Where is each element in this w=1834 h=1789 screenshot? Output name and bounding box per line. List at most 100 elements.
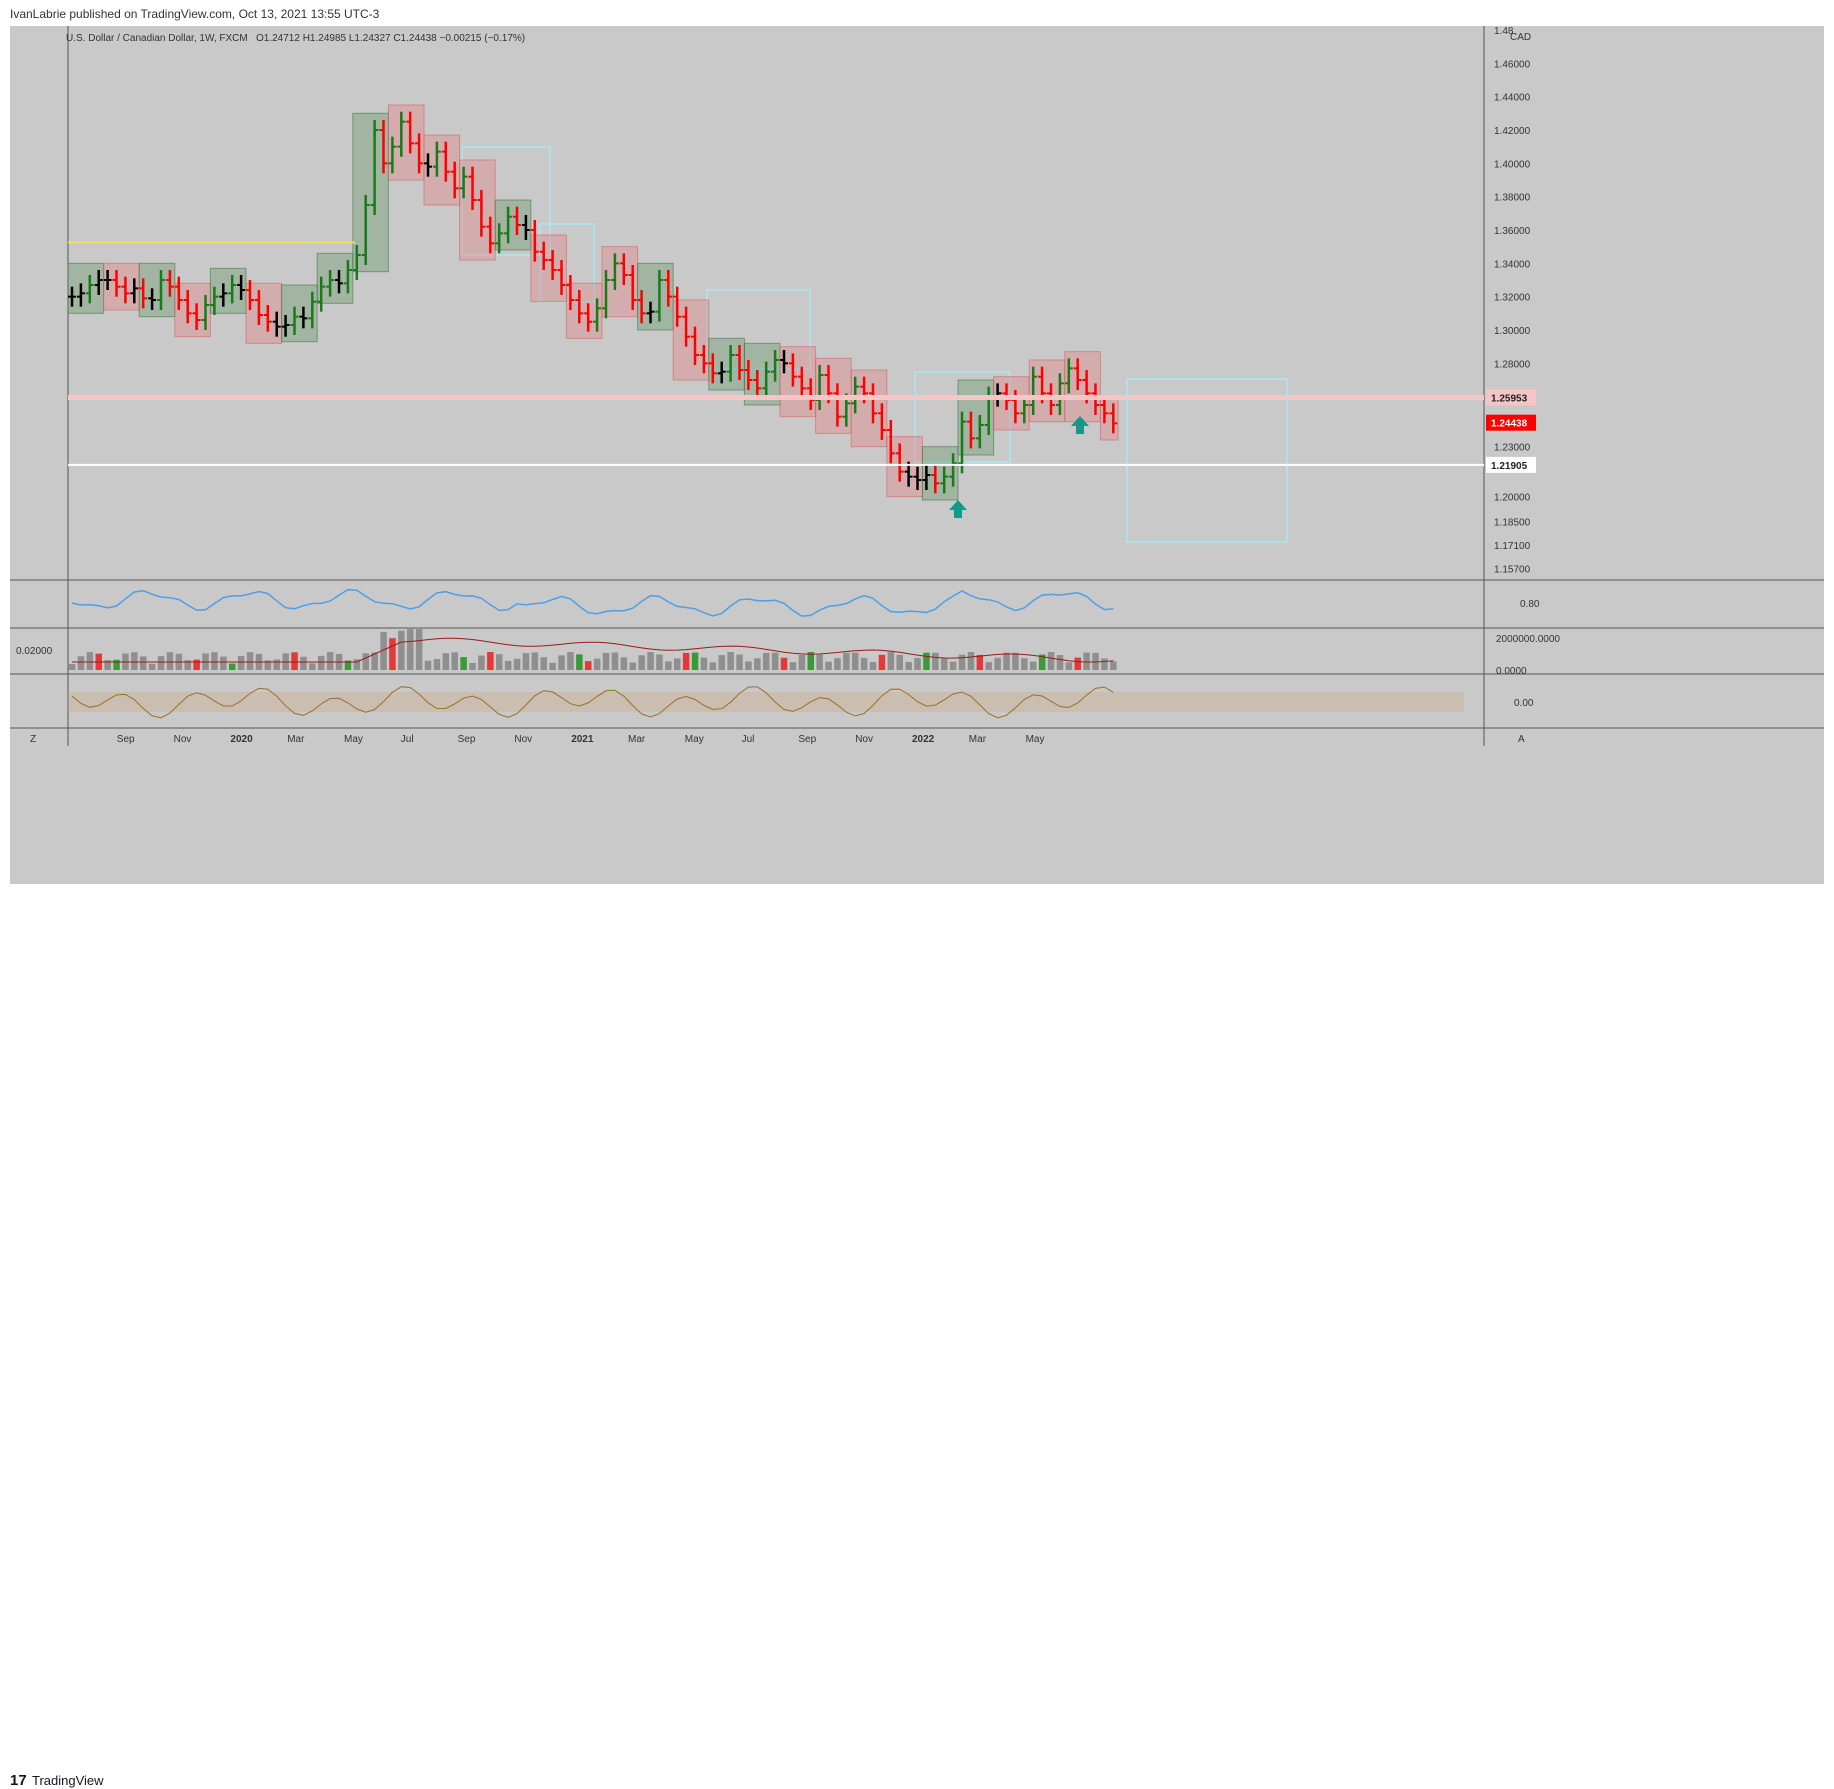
volume-bar [531,652,539,670]
volume-axis-zero: 0.0000 [1496,666,1527,677]
volume-bar [1012,652,1019,670]
volume-bar [157,656,165,670]
volume-bar [602,653,610,670]
x-tick-label: Nov [174,734,192,745]
volume-bar [718,655,725,670]
volume-ma-line [72,637,1114,663]
volume-bar [985,662,992,670]
volume-bar [344,660,352,670]
volume-bar [380,631,387,670]
volume-bar [807,652,814,670]
volume-bar [237,655,245,670]
volume-bar [1074,657,1081,670]
volume-bar [896,654,903,670]
price-label-bg [1486,414,1536,431]
left-value-label: 0.02000 [16,646,53,657]
price-label: 1.24438 [1491,419,1528,430]
volume-bar [629,662,636,670]
y-tick-label: 1.23000 [1494,443,1531,454]
volume-bar [611,652,619,670]
volume-bar [460,657,467,670]
x-tick-label: Jul [742,734,755,745]
volume-bar [220,656,227,670]
volume-bar [1083,652,1090,670]
volume-bar [433,659,441,670]
volume-bar [780,657,788,670]
x-tick-label: Nov [855,734,873,745]
volume-bar [638,655,645,670]
volume-bar [976,654,984,670]
volume-bar [593,658,601,670]
volume-bar [860,657,868,670]
volume-bar [1030,661,1037,670]
volume-bar [140,656,147,670]
y-tick-label: 1.36000 [1494,226,1531,237]
volume-bar [905,661,912,670]
volume-bar [763,652,770,670]
volume-bar [923,652,930,670]
chart-area[interactable]: 1.48 1.46000 1.44000 1.42000 1.40000 1.38000 1… [10,26,1824,884]
volume-bar [504,660,512,670]
volume-bar [487,652,494,670]
volume-bar [318,655,325,670]
volume-bar [994,657,1001,670]
volume-bar [193,659,200,670]
x-tick-label: Sep [798,734,816,745]
volume-bar [113,659,120,670]
volume-bar [941,658,948,670]
y-tick-label: 1.40000 [1494,159,1531,170]
volume-bar [914,657,921,670]
x-tick-label: Mar [628,734,646,745]
y-tick-label: 1.48 [1494,26,1514,37]
volume-bar [691,652,699,670]
volume-bar [131,652,138,670]
volume-bar [300,656,307,670]
volume-bar [665,661,672,670]
volume-bar [1047,652,1055,670]
volume-bar [246,652,254,670]
y-tick-label: 1.32000 [1494,293,1531,304]
volume-bar [77,656,85,670]
volume-bar [878,654,886,670]
ohlc-legend: O1.24712 H1.24985 L1.24327 C1.24438 −0.0… [256,33,525,44]
volume-bar [789,662,797,670]
volume-bar [967,652,975,670]
y-tick-label: 1.18500 [1494,518,1531,529]
rsi-line [71,588,1114,617]
volume-bar [229,663,236,670]
volume-bar [148,663,156,670]
y-tick-label: 1.44000 [1494,93,1531,104]
volume-bar [958,654,966,670]
y-tick-label: 1.17100 [1494,541,1531,552]
x-tick-label: Sep [458,734,476,745]
volume-bar [727,652,734,670]
volume-bar [442,653,450,670]
volume-bar [540,657,547,670]
signal-arrow-icon [1071,416,1089,434]
y-tick-label: 1.30000 [1494,326,1531,337]
volume-bar [682,652,690,670]
volume-bar [1056,655,1064,670]
volume-bar [1038,654,1046,670]
tradingview-brand[interactable]: TradingView [32,1773,104,1788]
osc-band [68,692,1464,712]
volume-bar [1003,652,1010,670]
y-tick-label: 1.28000 [1494,359,1531,370]
volume-bar [576,654,583,670]
tradingview-logo-icon[interactable]: 17 [10,1772,27,1789]
y-tick-label: 1.15700 [1494,564,1531,575]
price-label: 1.21905 [1491,461,1528,472]
volume-bar [843,652,850,670]
volume-bar [1110,661,1117,670]
x-tick-label: Sep [117,734,135,745]
publisher-bar: IvanLabrie published on TradingView.com,… [0,0,1834,26]
volume-bar [211,652,218,670]
volume-bar [1101,658,1108,670]
volume-bar [656,654,663,670]
price-chart[interactable]: 1.48 1.46000 1.44000 1.42000 1.40000 1.38000 1… [10,26,1824,884]
volume-bar [478,655,485,670]
signal-box [1099,396,1119,441]
price-label-bg [1486,456,1536,473]
volume-bar [469,662,476,670]
x-tick-label: May [344,734,363,745]
